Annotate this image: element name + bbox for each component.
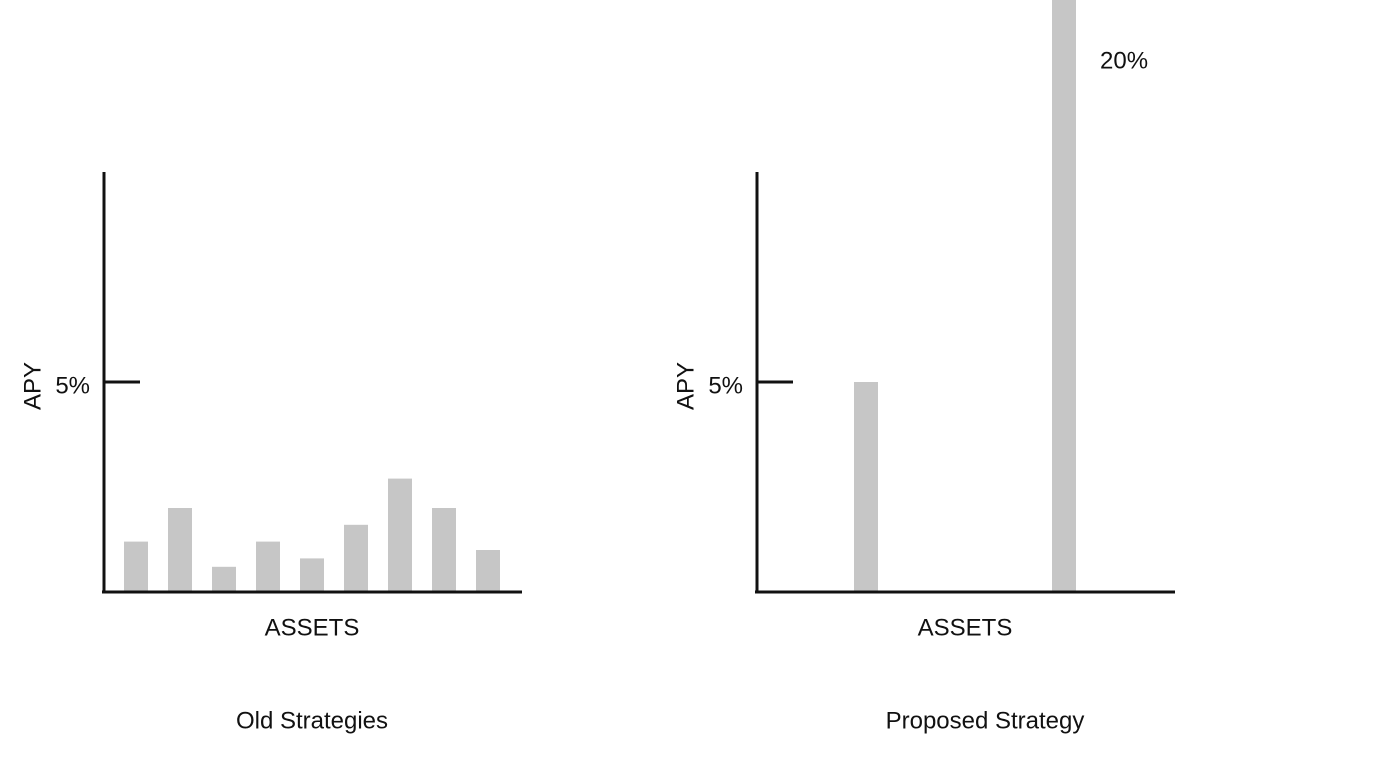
y-tick-label: 5%: [708, 372, 743, 399]
chart-title: Old Strategies: [236, 707, 388, 734]
bar: [388, 478, 412, 592]
bar: [256, 541, 280, 592]
bar: [124, 541, 148, 592]
y-axis-label: APY: [672, 362, 699, 410]
bar: [212, 566, 236, 592]
bar: [854, 382, 878, 592]
bar: [300, 558, 324, 592]
bar: [432, 508, 456, 592]
bar: [476, 550, 500, 592]
x-axis-label: ASSETS: [265, 614, 360, 641]
y-axis-label: APY: [19, 362, 46, 410]
value-label: 20%: [1100, 47, 1148, 74]
x-axis-label: ASSETS: [918, 614, 1013, 641]
chart-title: Proposed Strategy: [886, 707, 1085, 734]
bar: [1052, 0, 1076, 592]
bar: [344, 524, 368, 592]
bar: [168, 508, 192, 592]
y-tick-label: 5%: [55, 372, 90, 399]
